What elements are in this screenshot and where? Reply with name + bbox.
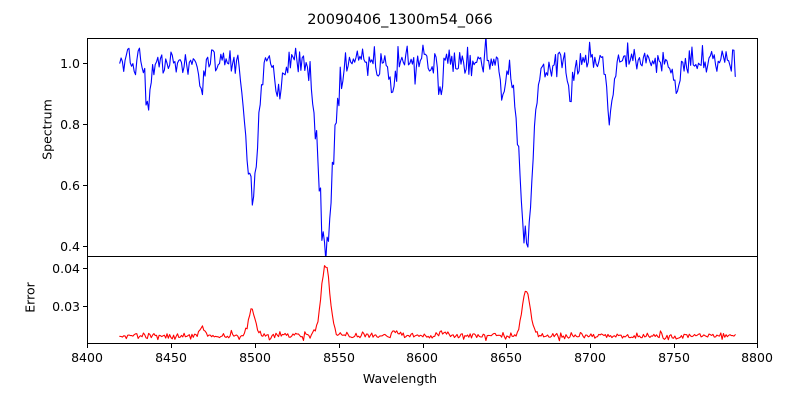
xtick-mark-8400 — [87, 344, 89, 348]
ytick-label-spectrum-1.0: 1.0 — [60, 56, 80, 71]
xtick-mark-8600 — [422, 344, 424, 348]
xtick-mark-8700 — [590, 344, 592, 348]
y-axis-label-error: Error — [22, 282, 38, 313]
ytick-label-spectrum-0.8: 0.8 — [60, 117, 80, 132]
ytick-label-spectrum-0.4: 0.4 — [60, 239, 80, 254]
xtick-mark-8500 — [254, 344, 256, 348]
ytick-mark-error-0.04 — [83, 267, 87, 269]
xtick-label-8650: 8650 — [490, 350, 522, 365]
error-plot-panel — [87, 256, 758, 344]
spectrum-plot-panel — [87, 38, 758, 257]
error-line-series — [119, 265, 736, 342]
ytick-mark-spectrum-0.4 — [83, 245, 87, 247]
xtick-label-8500: 8500 — [239, 350, 271, 365]
xtick-label-8400: 8400 — [71, 350, 103, 365]
ytick-mark-spectrum-0.8 — [83, 123, 87, 125]
xtick-label-8600: 8600 — [406, 350, 438, 365]
xtick-mark-8450 — [170, 344, 172, 348]
ytick-label-spectrum-0.6: 0.6 — [60, 178, 80, 193]
x-axis-label: Wavelength — [362, 371, 438, 386]
ytick-mark-error-0.03 — [83, 305, 87, 307]
y-axis-label-spectrum: Spectrum — [39, 99, 55, 160]
ytick-label-error-0.03: 0.03 — [52, 299, 80, 314]
ytick-mark-spectrum-0.6 — [83, 184, 87, 186]
xtick-label-8750: 8750 — [658, 350, 690, 365]
ytick-mark-spectrum-1.0 — [83, 62, 87, 64]
ytick-label-error-0.04: 0.04 — [52, 261, 80, 276]
spectrum-trace — [119, 39, 736, 256]
xtick-label-8450: 8450 — [155, 350, 187, 365]
xtick-label-8800: 8800 — [741, 350, 773, 365]
page-title: 20090406_1300m54_066 — [307, 12, 493, 28]
error-trace — [119, 265, 736, 342]
xtick-label-8700: 8700 — [574, 350, 606, 365]
spectrum-line-series — [119, 39, 736, 256]
xtick-label-8550: 8550 — [323, 350, 355, 365]
xtick-mark-8750 — [674, 344, 676, 348]
xtick-mark-8550 — [338, 344, 340, 348]
xtick-mark-8650 — [506, 344, 508, 348]
xtick-mark-8800 — [757, 344, 759, 348]
